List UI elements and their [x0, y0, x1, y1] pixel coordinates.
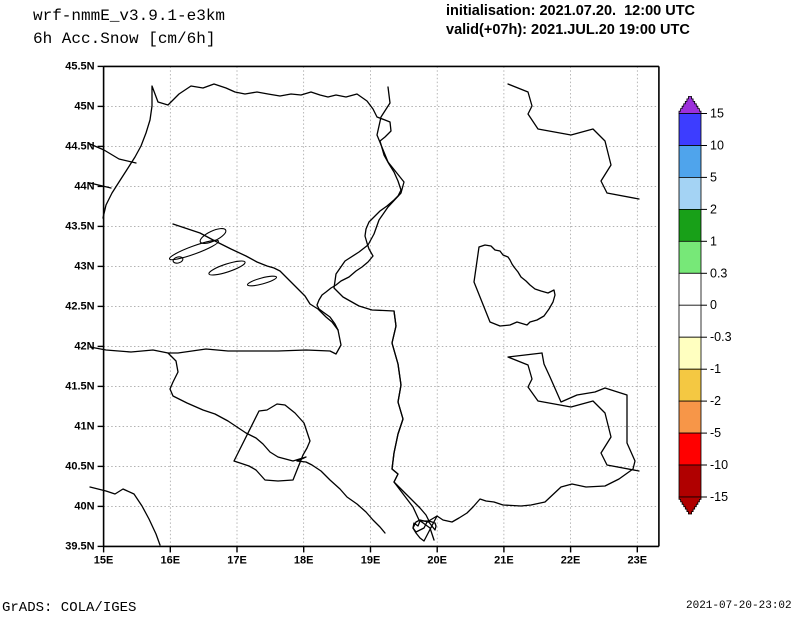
svg-text:21E: 21E — [494, 554, 514, 566]
svg-text:0: 0 — [710, 298, 717, 312]
svg-text:20E: 20E — [427, 554, 447, 566]
svg-text:17E: 17E — [227, 554, 247, 566]
svg-text:-10: -10 — [710, 458, 728, 472]
svg-text:-0.3: -0.3 — [710, 330, 732, 344]
svg-text:43N: 43N — [74, 260, 94, 272]
svg-text:0.3: 0.3 — [710, 266, 727, 280]
svg-text:19E: 19E — [361, 554, 381, 566]
svg-text:15: 15 — [710, 107, 724, 121]
svg-text:45.5N: 45.5N — [65, 60, 94, 72]
svg-text:39.5N: 39.5N — [65, 540, 94, 552]
svg-text:44.5N: 44.5N — [65, 140, 94, 152]
svg-text:41.5N: 41.5N — [65, 380, 94, 392]
svg-text:-1: -1 — [710, 362, 721, 376]
svg-text:5: 5 — [710, 170, 717, 184]
svg-text:1: 1 — [710, 234, 717, 248]
svg-text:-5: -5 — [710, 426, 721, 440]
svg-text:-15: -15 — [710, 490, 728, 504]
svg-text:10: 10 — [710, 139, 724, 153]
svg-text:-2: -2 — [710, 394, 721, 408]
svg-text:42.5N: 42.5N — [65, 300, 94, 312]
svg-text:43.5N: 43.5N — [65, 220, 94, 232]
svg-text:40.5N: 40.5N — [65, 460, 94, 472]
svg-text:45N: 45N — [74, 100, 94, 112]
svg-text:40N: 40N — [74, 500, 94, 512]
svg-text:44N: 44N — [74, 180, 94, 192]
svg-text:22E: 22E — [561, 554, 581, 566]
svg-text:42N: 42N — [74, 340, 94, 352]
svg-text:23E: 23E — [628, 554, 648, 566]
svg-text:16E: 16E — [161, 554, 181, 566]
svg-text:41N: 41N — [74, 420, 94, 432]
svg-text:15E: 15E — [94, 554, 114, 566]
svg-text:2: 2 — [710, 202, 717, 216]
svg-text:18E: 18E — [294, 554, 314, 566]
